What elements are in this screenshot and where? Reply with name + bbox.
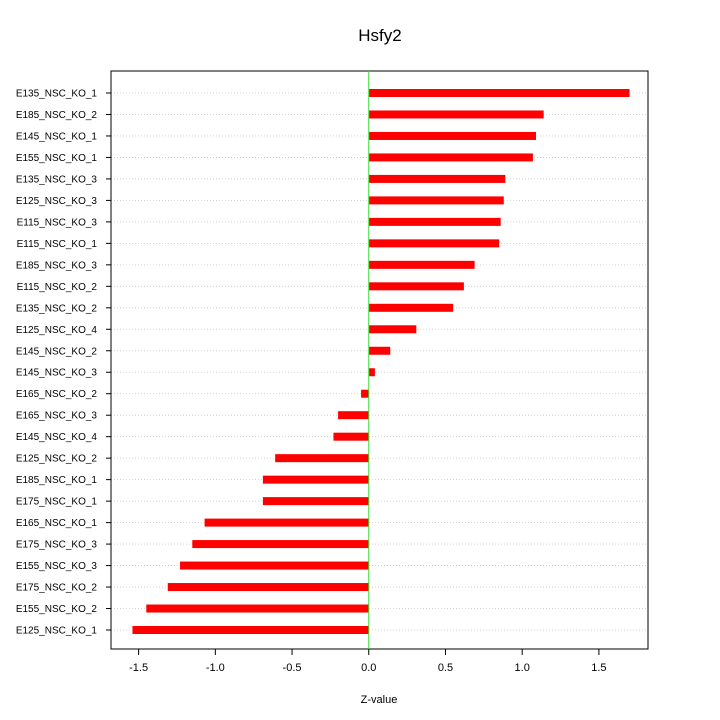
y-tick-label: E115_NSC_KO_1: [17, 239, 98, 250]
bar: [132, 626, 369, 634]
x-tick-label: 1.5: [591, 662, 606, 674]
x-tick-label: -1.0: [206, 662, 225, 674]
grid-layer: [111, 92, 648, 631]
y-tick-label: E155_NSC_KO_3: [16, 561, 98, 572]
y-tick-label: E145_NSC_KO_4: [16, 432, 98, 443]
bar: [146, 604, 369, 613]
bar: [368, 153, 533, 162]
x-tick-label: 0.0: [361, 662, 376, 674]
bar: [180, 561, 369, 570]
y-tick-label: E135_NSC_KO_2: [16, 303, 98, 314]
x-axis-label: Z-value: [361, 694, 398, 706]
y-tick-label: E155_NSC_KO_2: [16, 604, 98, 615]
bar-layer: [132, 89, 630, 634]
bar: [368, 282, 464, 291]
y-tick-label: E185_NSC_KO_3: [16, 260, 98, 271]
bar: [262, 475, 369, 484]
y-tick-label: E185_NSC_KO_1: [16, 475, 98, 486]
bar: [368, 89, 630, 97]
x-tick-label: -0.5: [283, 662, 302, 674]
y-tick-label: E165_NSC_KO_2: [16, 389, 98, 400]
bar: [262, 497, 369, 506]
y-tick-label: E185_NSC_KO_2: [16, 110, 98, 121]
y-tick-label: E125_NSC_KO_1: [16, 626, 98, 637]
y-tick-label: E125_NSC_KO_3: [16, 196, 98, 207]
bar: [368, 346, 391, 355]
bar: [368, 131, 536, 140]
bar: [368, 239, 500, 248]
bar: [204, 518, 369, 527]
y-tick-label: E135_NSC_KO_3: [16, 174, 98, 185]
chart-title: Hsfy2: [358, 26, 401, 45]
y-tick-label: E115_NSC_KO_2: [17, 282, 98, 293]
y-tick-label: E145_NSC_KO_3: [16, 368, 98, 379]
x-axis-ticks: -1.5 -1.0 -0.5 0.0 0.5 1.0 1.5: [129, 649, 607, 674]
y-tick-label: E175_NSC_KO_2: [16, 583, 98, 594]
y-tick-label: E175_NSC_KO_3: [16, 540, 98, 551]
bar: [368, 303, 454, 312]
bar: [368, 368, 375, 377]
y-tick-label: E165_NSC_KO_1: [16, 518, 98, 529]
y-tick-label: E125_NSC_KO_4: [16, 325, 98, 336]
bar: [368, 110, 544, 119]
bar: [333, 432, 369, 441]
y-tick-label: E135_NSC_KO_1: [16, 89, 98, 100]
bar: [192, 540, 369, 549]
bar: [368, 196, 504, 205]
bar: [368, 260, 475, 269]
y-tick-label: E165_NSC_KO_3: [16, 411, 98, 422]
x-tick-label: 1.0: [515, 662, 530, 674]
x-tick-label: -1.5: [129, 662, 148, 674]
bar: [338, 411, 369, 420]
bar: [167, 583, 369, 592]
bar: [361, 389, 369, 398]
bar: [368, 174, 506, 183]
y-tick-label: E145_NSC_KO_1: [16, 131, 98, 142]
plot-frame: [110, 70, 649, 650]
bar: [368, 217, 501, 226]
y-tick-label: E155_NSC_KO_1: [16, 153, 98, 164]
x-tick-label: 0.5: [438, 662, 453, 674]
y-tick-labels: E135_NSC_KO_1 E185_NSC_KO_2 E145_NSC_KO_1 E…: [16, 89, 111, 637]
bar: [275, 454, 369, 463]
y-tick-label: E125_NSC_KO_2: [16, 454, 98, 465]
bar: [368, 325, 417, 334]
y-tick-label: E115_NSC_KO_3: [17, 217, 98, 228]
y-tick-label: E145_NSC_KO_2: [16, 346, 98, 357]
y-tick-label: E175_NSC_KO_1: [16, 497, 98, 508]
